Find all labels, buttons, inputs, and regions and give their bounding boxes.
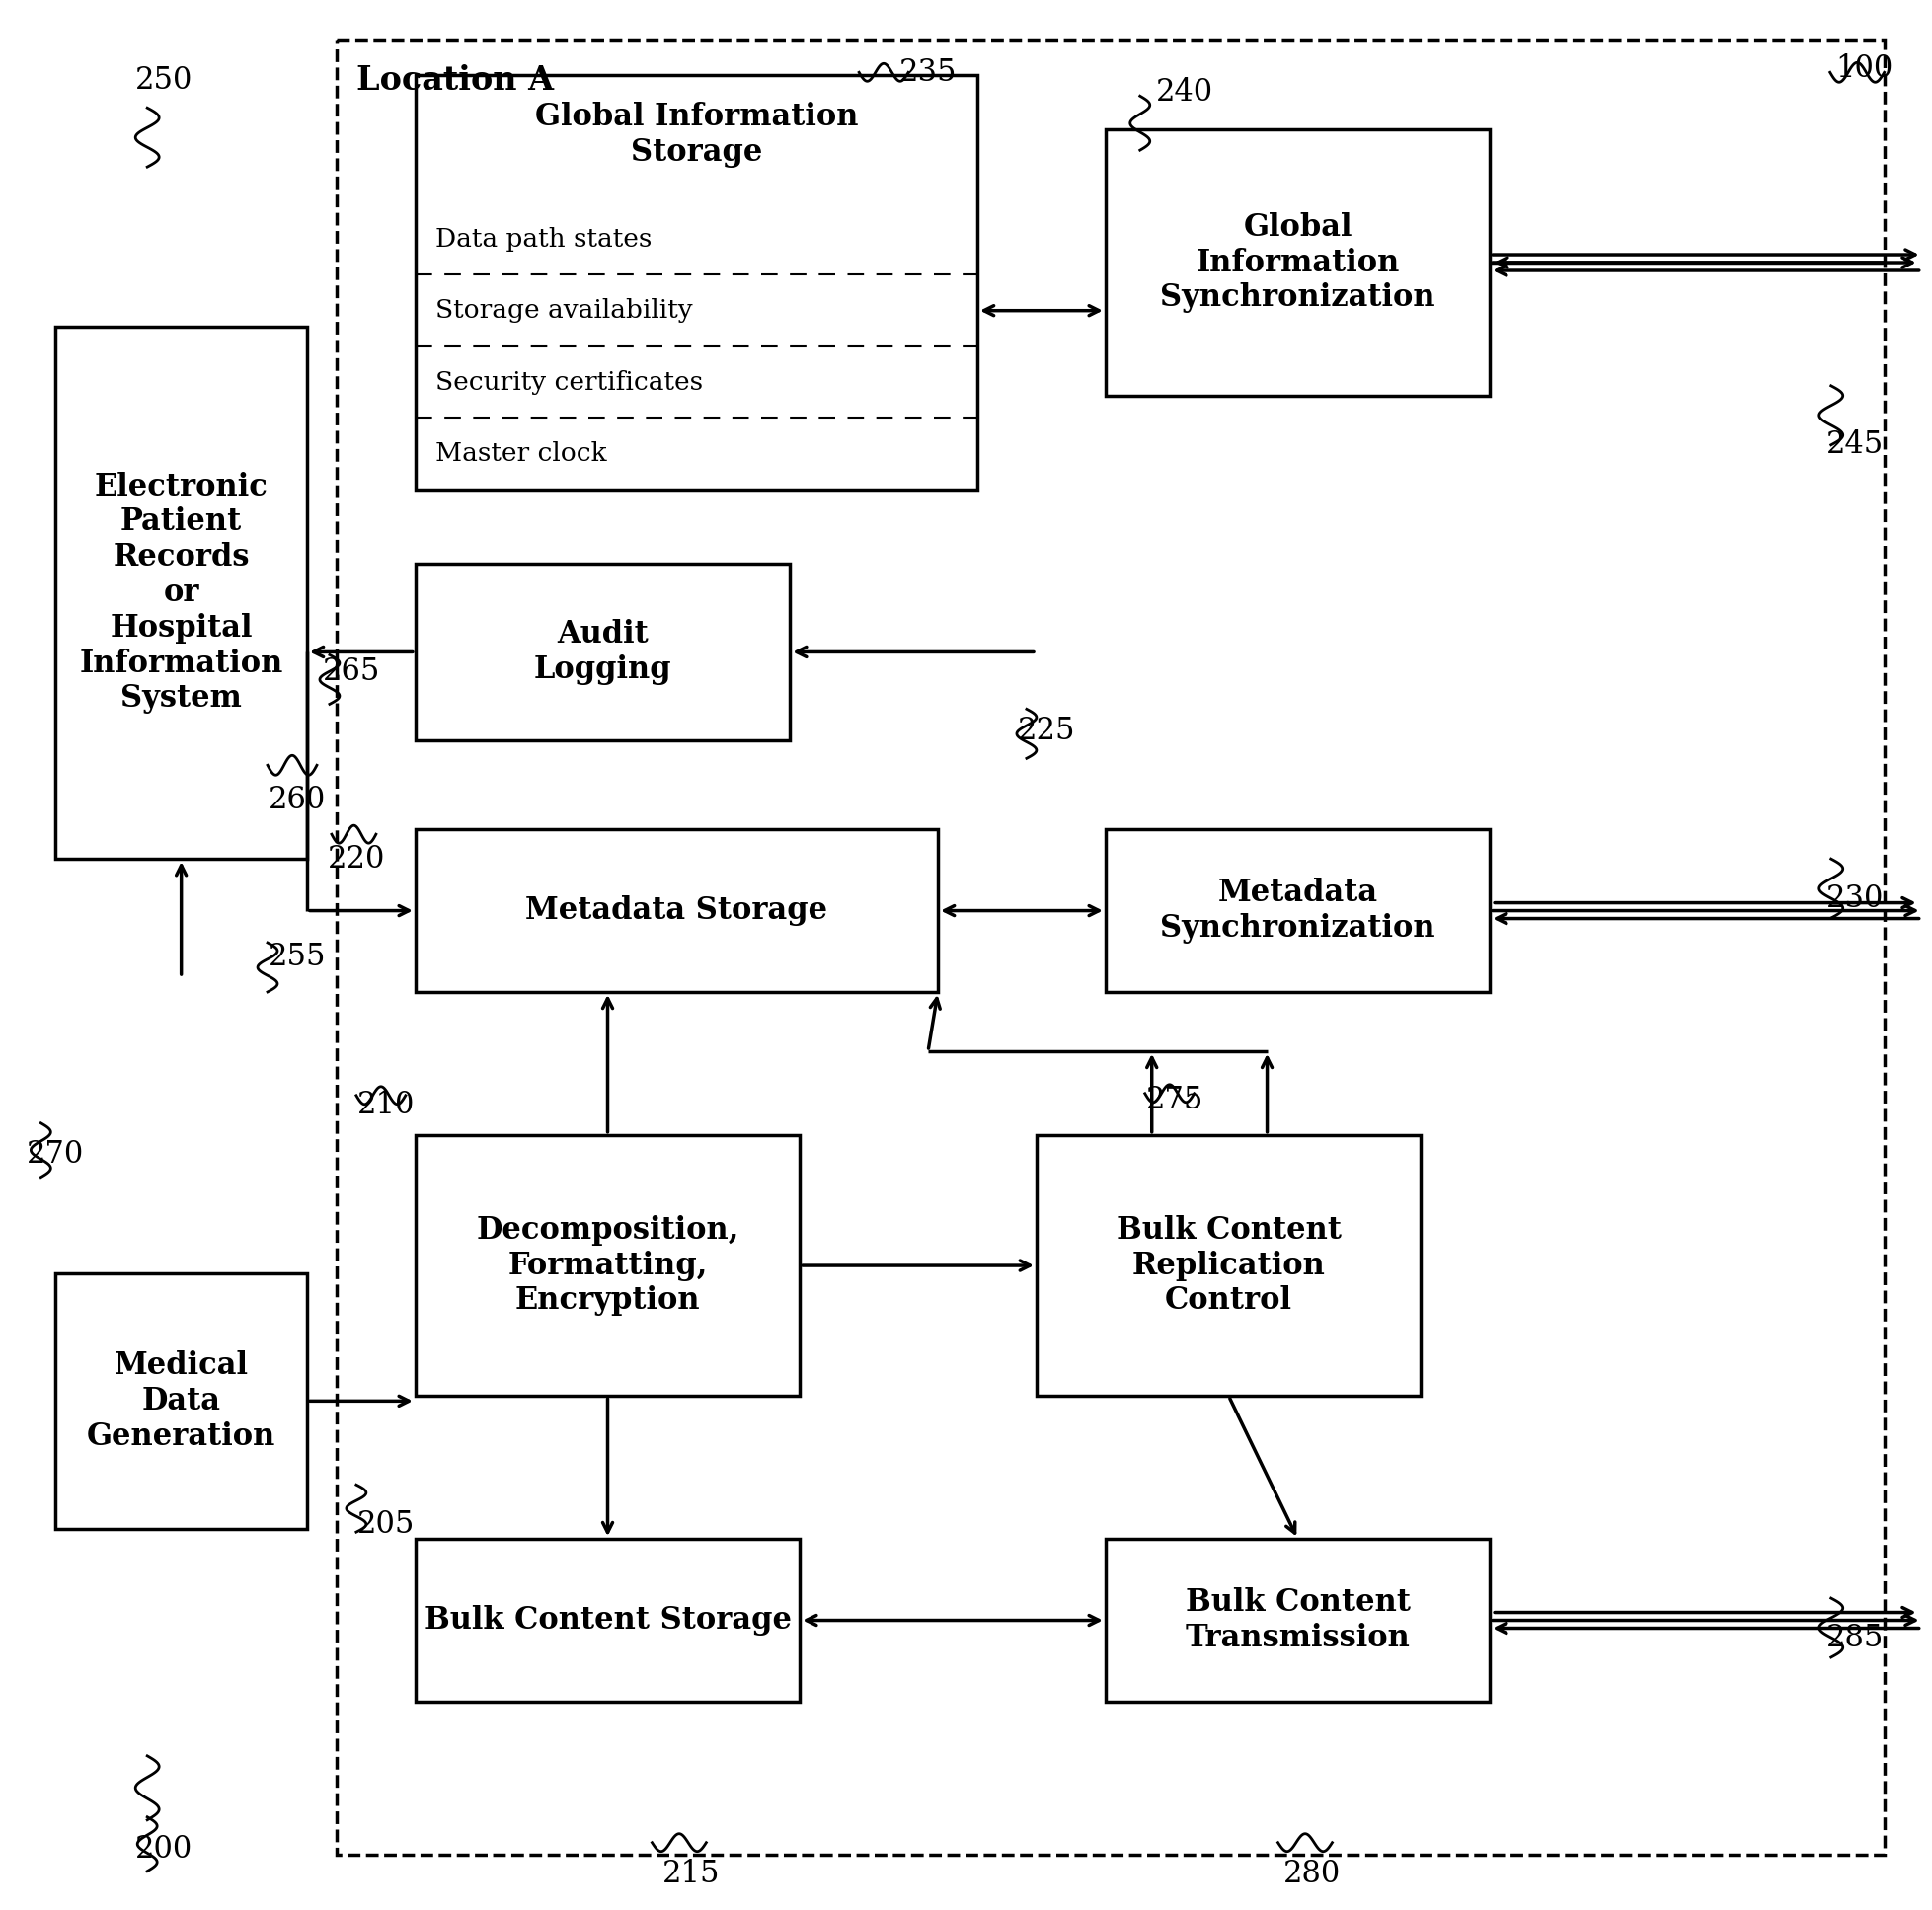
Text: 205: 205 [357,1509,415,1539]
Bar [1105,1539,1490,1702]
Text: Audit
Logging: Audit Logging [533,619,672,686]
Text: 210: 210 [357,1091,415,1121]
Text: 255: 255 [269,942,327,972]
Text: 285: 285 [1826,1622,1884,1652]
Text: 230: 230 [1826,882,1884,913]
Text: Medical
Data
Generation: Medical Data Generation [87,1350,276,1452]
Text: 215: 215 [663,1858,721,1889]
Text: 225: 225 [1018,716,1076,747]
Bar [415,1539,800,1702]
Text: 220: 220 [327,844,384,875]
Bar [1105,829,1490,991]
Text: 100: 100 [1835,53,1893,84]
Bar [415,1135,800,1396]
Text: 235: 235 [898,57,956,88]
Text: Electronic
Patient
Records
or
Hospital
Information
System: Electronic Patient Records or Hospital I… [79,472,284,714]
Bar [336,40,1884,1855]
Text: 245: 245 [1826,430,1884,460]
Text: Security certificates: Security certificates [435,371,703,395]
Text: 270: 270 [27,1138,85,1171]
Text: 265: 265 [323,657,381,688]
Text: Storage availability: Storage availability [435,298,692,323]
Text: Bulk Content
Transmission: Bulk Content Transmission [1184,1587,1410,1654]
Text: 275: 275 [1146,1085,1204,1115]
Text: Bulk Content
Replication
Control: Bulk Content Replication Control [1117,1215,1341,1316]
Bar [56,327,307,860]
Text: Global Information
Storage: Global Information Storage [535,101,858,168]
Text: Data path states: Data path states [435,227,651,252]
Bar [415,74,978,489]
Text: Global
Information
Synchronization: Global Information Synchronization [1161,212,1435,313]
Text: Metadata Storage: Metadata Storage [526,896,827,926]
Text: Location A: Location A [355,65,554,97]
Bar [1105,130,1490,395]
Bar [56,1272,307,1530]
Text: 280: 280 [1283,1858,1341,1889]
Text: Decomposition,
Formatting,
Encryption: Decomposition, Formatting, Encryption [475,1215,740,1316]
Text: Master clock: Master clock [435,441,607,466]
Text: 250: 250 [135,65,193,96]
Bar [415,829,937,991]
Bar [415,563,790,741]
Text: Metadata
Synchronization: Metadata Synchronization [1161,879,1435,944]
Text: Bulk Content Storage: Bulk Content Storage [423,1604,792,1635]
Bar [1036,1135,1420,1396]
Text: 240: 240 [1155,76,1213,107]
Text: 260: 260 [269,785,327,816]
Text: 200: 200 [135,1834,193,1864]
